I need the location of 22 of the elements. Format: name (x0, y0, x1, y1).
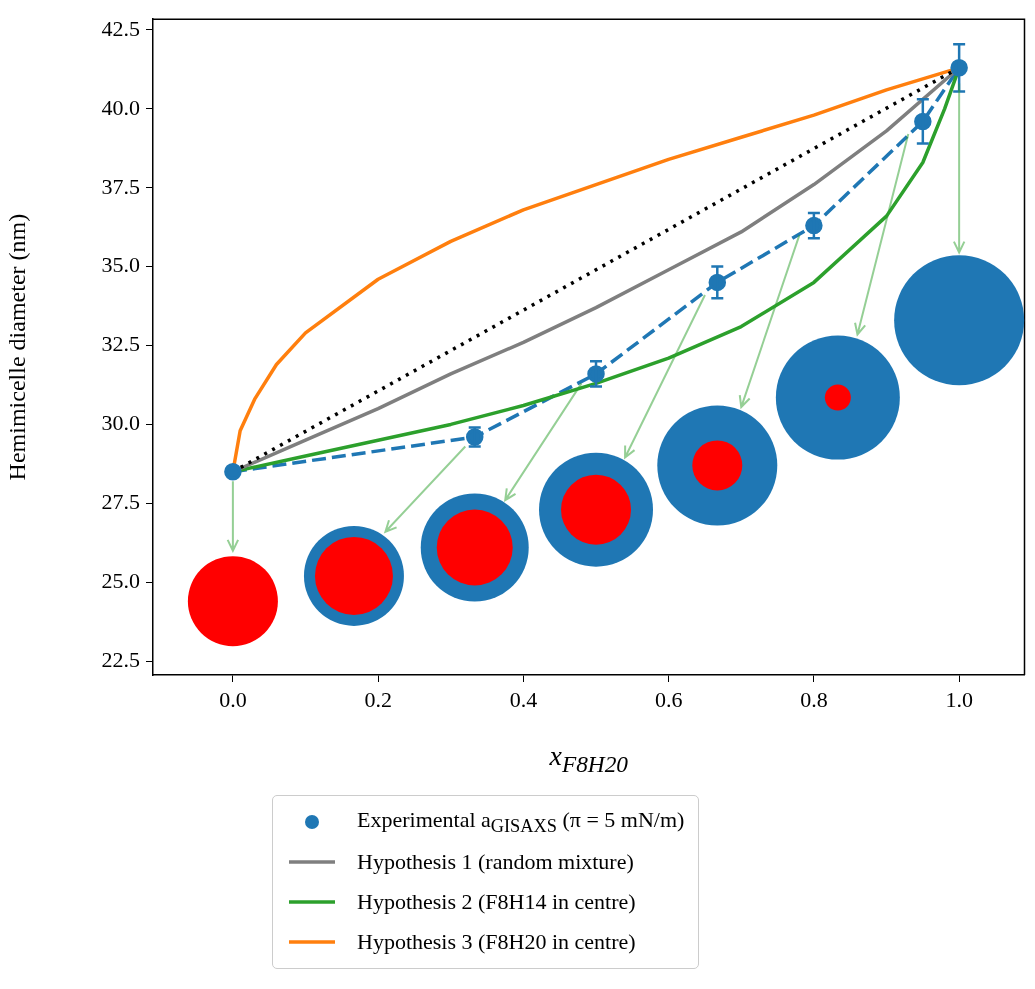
x-tick-label: 0.2 (364, 686, 392, 712)
x-tick-label: 0.0 (219, 686, 247, 712)
legend-label: Experimental a$_{GISAXS}$ (π = 5 mN/m) (357, 806, 685, 838)
y-axis-title: Hemimicelle diameter (nm) (3, 213, 30, 481)
y-tick-label: 35.0 (101, 252, 140, 278)
legend-label: Hypothesis 1 (random mixture) (357, 849, 634, 875)
y-tick-label: 22.5 (101, 646, 140, 672)
y-tick-label: 37.5 (101, 173, 140, 199)
x-tick-label: 0.8 (800, 686, 828, 712)
y-tick-label: 42.5 (101, 15, 140, 41)
x-axis-title: x$_{F8H20}$ (548, 740, 629, 778)
y-tick-label: 25.0 (101, 568, 140, 593)
y-tick-label: 32.5 (101, 331, 140, 357)
x-tick-label: 0.4 (509, 686, 538, 712)
y-tick-label: 27.5 (101, 489, 140, 515)
y-tick-label: 40.0 (101, 94, 140, 120)
x-tick-label: 0.6 (654, 686, 683, 712)
x-tick-label: 1.0 (945, 686, 973, 712)
y-tick-label: 30.0 (101, 410, 140, 436)
legend-label: Hypothesis 2 (F8H14 in centre) (357, 889, 636, 915)
legend-label: Hypothesis 3 (F8H20 in centre) (357, 929, 636, 955)
point (224, 463, 242, 481)
